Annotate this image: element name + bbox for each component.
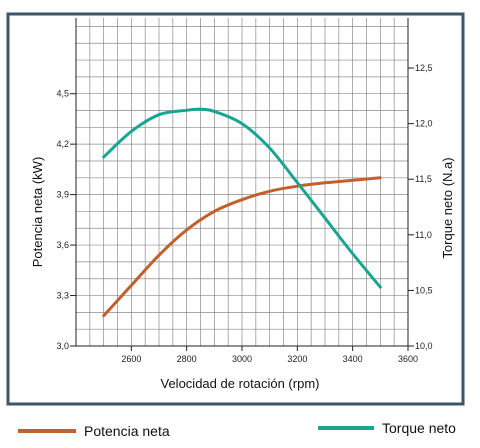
series-line-potencia — [102, 176, 382, 318]
data-series — [102, 107, 382, 318]
y-left-tick-label: 3,0 — [56, 341, 69, 351]
y-right-tick-label: 11,0 — [415, 230, 432, 240]
legend-label-potencia: Potencia neta — [84, 423, 170, 439]
y-right-tick-label: 11,5 — [415, 174, 432, 184]
axes: 2600 2800 3000 3200 3400 3600 3,0 3,3 3,6 3,9 4,2 4… — [56, 18, 433, 364]
legend: Potencia neta Torque neto — [18, 420, 456, 439]
y-axis-right-title: Torque neto (N.a) — [440, 157, 455, 258]
legend-label-torque: Torque neto — [382, 420, 456, 436]
x-tick-label: 3200 — [287, 354, 307, 364]
chart-frame — [6, 12, 465, 406]
y-axis-left-title: Potencia neta (kW) — [30, 157, 45, 268]
y-left-tick-label: 4,2 — [56, 139, 69, 149]
y-right-tick-label: 12,5 — [415, 63, 433, 73]
x-tick-label: 2800 — [177, 354, 197, 364]
y-right-tick-label: 10,5 — [415, 285, 433, 295]
grid-lines — [76, 18, 408, 346]
y-left-tick-label: 4,5 — [56, 89, 69, 99]
x-tick-label: 3400 — [343, 354, 363, 364]
x-axis-title: Velocidad de rotación (rpm) — [161, 376, 320, 391]
series-line-torque — [102, 107, 382, 289]
y-left-tick-label: 3,9 — [56, 190, 69, 200]
y-left-tick-label: 3,6 — [56, 240, 69, 250]
x-tick-label: 3000 — [232, 354, 252, 364]
y-left-tick-label: 3,3 — [56, 291, 69, 301]
y-right-tick-label: 12,0 — [415, 119, 433, 129]
x-tick-label: 2600 — [121, 354, 141, 364]
y-right-tick-label: 10,0 — [415, 341, 433, 351]
x-tick-label: 3600 — [398, 354, 418, 364]
